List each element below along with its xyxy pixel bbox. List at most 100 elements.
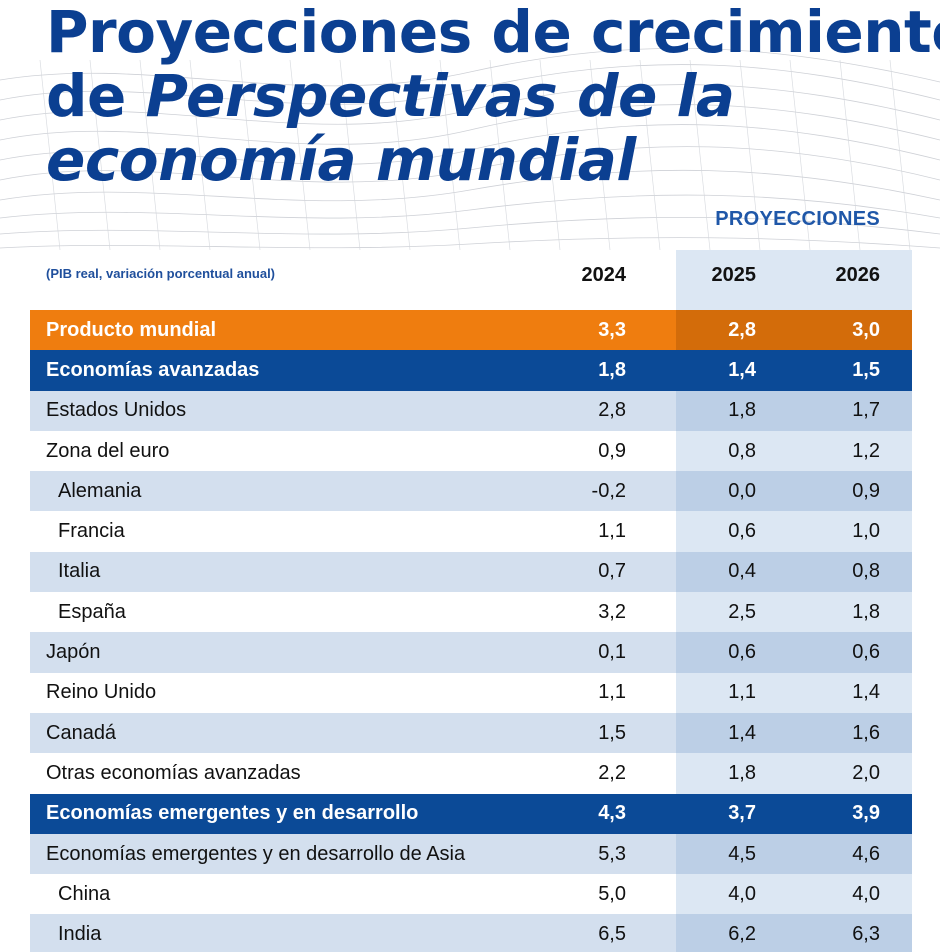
value-2026: 4,0 (852, 882, 880, 905)
row-label: Economías emergentes y en desarrollo de … (46, 842, 466, 865)
value-2026: 0,8 (852, 560, 880, 583)
page-title: Proyecciones de crecimiento de Perspecti… (46, 0, 940, 194)
value-2024: 0,1 (598, 641, 626, 664)
value-2024: 5,0 (598, 882, 626, 905)
table-row: Producto mundial 3,3 2,8 3,0 (30, 310, 912, 351)
projection-cell-shade (676, 390, 912, 431)
value-2024: 4,3 (598, 802, 626, 825)
table-row: China 5,0 4,0 4,0 (30, 874, 912, 914)
value-2026: 1,7 (852, 399, 880, 422)
wireframe-mesh-background (0, 47, 940, 251)
value-2025: 0,6 (728, 641, 756, 664)
table-row: España 3,2 2,5 1,8 (30, 592, 912, 632)
value-2024: 1,5 (598, 721, 626, 744)
value-2025: 0,6 (728, 520, 756, 543)
value-2025: 0,0 (728, 479, 756, 502)
row-label: Otras economías avanzadas (46, 761, 301, 784)
value-2026: 3,9 (852, 802, 880, 825)
value-2024: 3,3 (598, 318, 626, 341)
row-label: India (58, 923, 102, 946)
year-header-2025: 2025 (711, 264, 757, 286)
year-header-2026: 2026 (835, 264, 881, 286)
projections-table: Producto mundial 3,3 2,8 3,0 Economías a… (30, 310, 912, 952)
table-row: Zona del euro 0,9 0,8 1,2 (30, 431, 912, 471)
projection-cell-shade (676, 310, 912, 351)
table-row: Alemania -0,2 0,0 0,9 (30, 471, 912, 512)
value-2026: 1,5 (852, 358, 880, 381)
title-line-2: de Perspectivas de la (46, 62, 735, 130)
value-2025: 0,4 (728, 560, 756, 583)
row-label: España (58, 600, 126, 623)
value-2024: 0,7 (598, 560, 626, 583)
value-2024: -0,2 (591, 479, 626, 502)
row-label: Italia (58, 560, 101, 583)
value-2026: 4,6 (852, 842, 880, 865)
table-row: Economías emergentes y en desarrollo 4,3… (30, 793, 912, 834)
row-label: Economías emergentes y en desarrollo (46, 802, 419, 825)
projection-cell-shade (676, 712, 912, 754)
value-2026: 2,0 (852, 761, 880, 784)
value-2025: 1,8 (728, 399, 756, 422)
value-2025: 3,7 (728, 802, 756, 825)
row-label: Japón (46, 641, 101, 664)
projection-cell-shade (676, 350, 912, 391)
row-label: Canadá (46, 721, 117, 744)
value-2024: 6,5 (598, 923, 626, 946)
value-2024: 5,3 (598, 842, 626, 865)
value-2026: 0,6 (852, 641, 880, 664)
table-row: Economías emergentes y en desarrollo de … (30, 833, 912, 875)
table-row: Francia 1,1 0,6 1,0 (30, 511, 912, 551)
title-line-1: Proyecciones de crecimiento (46, 0, 940, 66)
table-row: Japón 0,1 0,6 0,6 (30, 632, 912, 673)
table-row: Otras economías avanzadas 2,2 1,8 2,0 (30, 753, 912, 793)
table-row: Economías avanzadas 1,8 1,4 1,5 (30, 350, 912, 391)
value-2025: 4,0 (728, 882, 756, 905)
row-label: Alemania (58, 479, 142, 502)
projection-cell-shade (676, 793, 912, 834)
row-label: China (58, 882, 111, 905)
value-2024: 2,8 (598, 399, 626, 422)
table-subtitle: (PIB real, variación porcentual anual) (46, 266, 276, 281)
value-2024: 0,9 (598, 439, 626, 462)
row-label: Producto mundial (46, 318, 216, 341)
projection-cell-shade (676, 471, 912, 512)
row-label: Zona del euro (46, 439, 170, 462)
value-2025: 1,4 (728, 721, 756, 744)
value-2026: 3,0 (852, 318, 880, 341)
title-line-3: economía mundial (46, 126, 636, 194)
year-header-2024: 2024 (581, 264, 627, 286)
table-row: Reino Unido 1,1 1,1 1,4 (30, 673, 912, 713)
value-2025: 6,2 (728, 923, 756, 946)
value-2025: 0,8 (728, 439, 756, 462)
row-label: Estados Unidos (46, 399, 187, 422)
table-row: India 6,5 6,2 6,3 (30, 914, 912, 952)
value-2025: 1,1 (728, 681, 756, 704)
projections-label: PROYECCIONES (715, 208, 880, 230)
projection-cell-shade (676, 551, 912, 593)
value-2025: 1,8 (728, 761, 756, 784)
projection-cell-shade (676, 914, 912, 952)
value-2024: 1,1 (598, 520, 626, 543)
value-2025: 2,8 (728, 318, 756, 341)
value-2026: 1,4 (852, 681, 880, 704)
value-2026: 1,2 (852, 439, 880, 462)
projection-cell-shade (676, 833, 912, 875)
value-2025: 2,5 (728, 600, 756, 623)
value-2025: 1,4 (728, 358, 756, 381)
value-2024: 1,1 (598, 681, 626, 704)
table-row: Canadá 1,5 1,4 1,6 (30, 712, 912, 754)
value-2026: 1,8 (852, 600, 880, 623)
value-2026: 6,3 (852, 923, 880, 946)
row-label: Reino Unido (46, 681, 157, 704)
row-label: Economías avanzadas (46, 358, 260, 381)
projection-cell-shade (676, 632, 912, 673)
value-2024: 3,2 (598, 600, 626, 623)
value-2025: 4,5 (728, 842, 756, 865)
table-row: Italia 0,7 0,4 0,8 (30, 551, 912, 593)
value-2026: 0,9 (852, 479, 880, 502)
table-row: Estados Unidos 2,8 1,8 1,7 (30, 390, 912, 431)
value-2026: 1,6 (852, 721, 880, 744)
value-2024: 2,2 (598, 761, 626, 784)
value-2026: 1,0 (852, 520, 880, 543)
